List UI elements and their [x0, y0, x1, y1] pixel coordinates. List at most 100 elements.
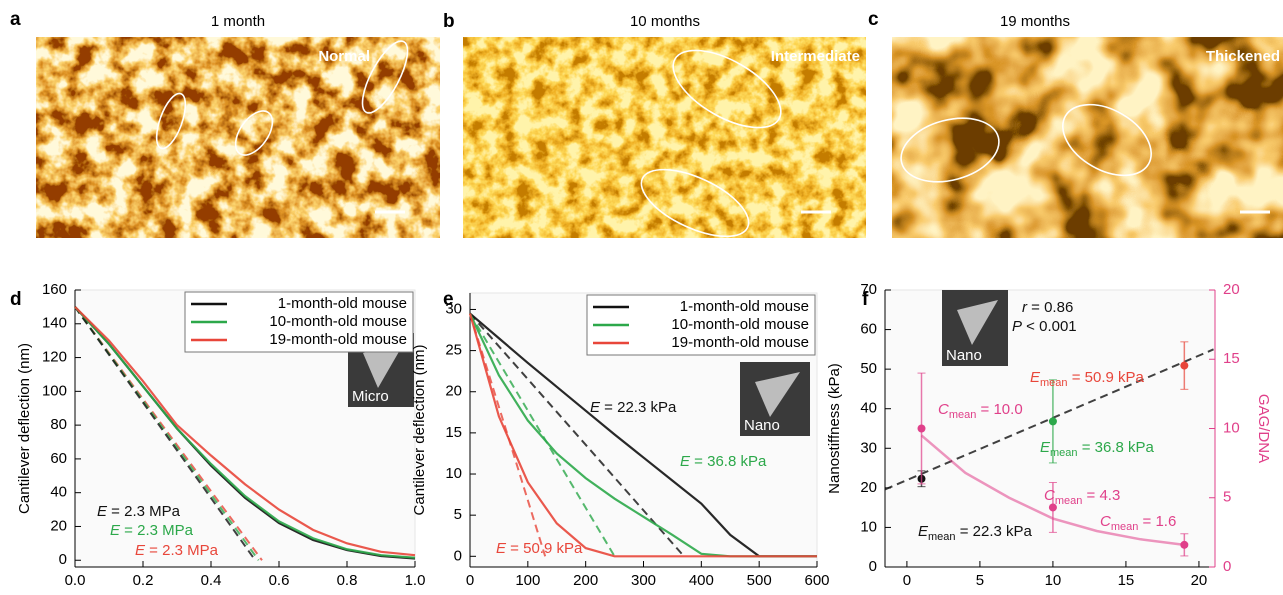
afm-image	[36, 37, 440, 238]
image-title: 19 months	[1000, 13, 1070, 30]
x-tick-label: 0.6	[269, 572, 290, 589]
legend-label: 1-month-old mouse	[278, 295, 407, 312]
annotation-subscript: mean	[1055, 495, 1083, 507]
image-title: 1 month	[211, 13, 265, 30]
annotation-text: = 1.6	[1138, 513, 1176, 530]
y-tick-label: 0	[869, 558, 877, 575]
annotation-symbol: E	[110, 522, 121, 539]
annotation: E = 36.8 kPa	[680, 453, 767, 470]
series-line	[74, 306, 416, 559]
annotation-symbol: r	[1022, 299, 1028, 316]
annotation-text: = 50.9 kPa	[1068, 369, 1145, 386]
y-tick-label: 25	[445, 342, 462, 359]
annotation-subscript: mean	[1040, 377, 1068, 389]
image-title: 10 months	[630, 13, 700, 30]
x-tick-label: 5	[976, 572, 984, 589]
y-tick-label: 100	[42, 382, 67, 399]
annotation: E = 2.3 MPa	[110, 522, 194, 539]
y2-tick-label: 20	[1223, 281, 1240, 298]
annotation-text: = 22.3 kPa	[956, 523, 1033, 540]
y-tick-label: 160	[42, 281, 67, 298]
annotation: Cmean = 10.0	[938, 401, 1023, 421]
y2-tick-label: 10	[1223, 419, 1240, 436]
y-tick-label: 10	[445, 465, 462, 482]
panel-letter: c	[868, 9, 879, 30]
annotation-symbol: E	[97, 503, 108, 520]
y-tick-label: 5	[454, 506, 462, 523]
annotation-subscript: mean	[928, 531, 956, 543]
panel-letter: f	[862, 289, 869, 310]
x-tick-label: 0.2	[133, 572, 154, 589]
x-tick-label: 10	[1045, 572, 1062, 589]
plot-area	[884, 289, 1216, 568]
y-tick-label: 30	[860, 439, 877, 456]
series-line	[74, 306, 416, 557]
annotation: E = 2.3 MPa	[135, 542, 219, 559]
annotation-symbol: P	[1012, 318, 1022, 335]
x-tick-label: 600	[804, 572, 829, 589]
x-tick-label: 20	[1191, 572, 1208, 589]
fit-line	[469, 313, 547, 557]
y-tick-label: 15	[445, 424, 462, 441]
y-tick-label: 10	[860, 518, 877, 535]
annotation-text: = 36.8 kPa	[690, 453, 767, 470]
annotation-subscript: mean	[949, 409, 977, 421]
annotation: Emean = 22.3 kPa	[918, 523, 1033, 543]
fit-line	[469, 312, 685, 557]
y-axis-label: Cantilever deflection (nm)	[411, 345, 428, 516]
x-tick-label: 0.0	[65, 572, 86, 589]
point	[1048, 503, 1057, 512]
point	[917, 424, 926, 433]
x-tick-label: 300	[631, 572, 656, 589]
y-tick-label: 60	[860, 321, 877, 338]
annotation-text: = 50.9 kPa	[506, 540, 583, 557]
annotation: E = 50.9 kPa	[496, 540, 583, 557]
x-tick-label: 15	[1118, 572, 1135, 589]
annotation-text: = 2.3 MPa	[145, 542, 219, 559]
y-tick-label: 0	[454, 547, 462, 564]
annotation-symbol: C	[938, 401, 949, 418]
annotation: Cmean = 1.6	[1100, 513, 1176, 533]
x-tick-label: 0.8	[337, 572, 358, 589]
y-tick-label: 30	[445, 300, 462, 317]
y-tick-label: 140	[42, 315, 67, 332]
annotation-subscript: mean	[1111, 521, 1139, 533]
fit-line	[469, 313, 616, 557]
x-tick-label: 400	[689, 572, 714, 589]
x-tick-label: 200	[573, 572, 598, 589]
series-line	[468, 313, 817, 558]
inset-tip	[957, 300, 998, 345]
y-axis-label: Nanostiffness (kPa)	[826, 363, 843, 494]
afm-image	[463, 37, 866, 238]
annotation-symbol: C	[1100, 513, 1111, 530]
y2-tick-label: 5	[1223, 489, 1231, 506]
annotation-text: = 22.3 kPa	[600, 399, 677, 416]
panel-letter: d	[10, 289, 22, 310]
annotation-symbol: E	[1040, 439, 1051, 456]
afm-image	[892, 37, 1283, 238]
inset-tip	[363, 343, 404, 388]
point	[1180, 540, 1189, 549]
legend-label: 10-month-old mouse	[269, 313, 407, 330]
y-tick-label: 0	[59, 551, 67, 568]
annotation-symbol: E	[135, 542, 146, 559]
y-tick-label: 20	[860, 479, 877, 496]
panel-letter: e	[443, 289, 454, 310]
annotation: E = 22.3 kPa	[590, 399, 677, 416]
annotation: P < 0.001	[1012, 318, 1077, 335]
annotation: E = 2.3 MPa	[97, 503, 181, 520]
panel-letter: b	[443, 11, 455, 32]
annotation-text: = 4.3	[1082, 487, 1120, 504]
fit-line	[884, 348, 1214, 491]
annotation: r = 0.86	[1022, 299, 1073, 316]
y-tick-label: 40	[860, 400, 877, 417]
legend-label: 19-month-old mouse	[269, 331, 407, 348]
x-tick-label: 100	[515, 572, 540, 589]
annotation-symbol: E	[918, 523, 929, 540]
annotation-text: = 10.0	[976, 401, 1022, 418]
annotation-symbol: C	[1044, 487, 1055, 504]
point	[1180, 361, 1189, 370]
image-label: Intermediate	[771, 48, 860, 65]
annotation-symbol: E	[1030, 369, 1041, 386]
x-tick-label: 1.0	[405, 572, 426, 589]
